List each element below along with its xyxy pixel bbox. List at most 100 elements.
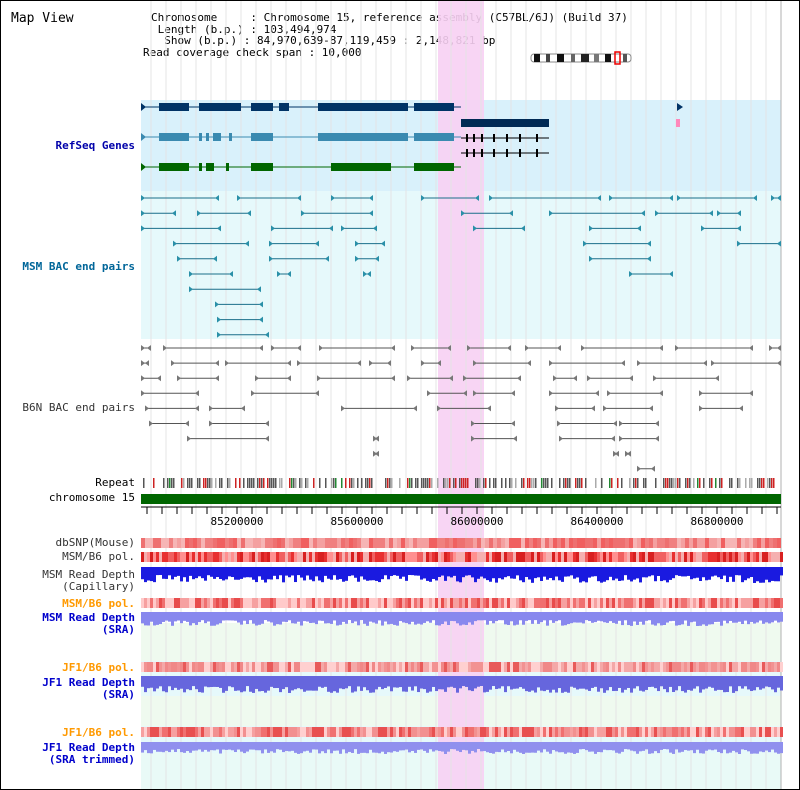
- region-highlight[interactable]: [438, 1, 484, 789]
- bac-end-marker: [703, 360, 707, 367]
- pol-mark: [639, 598, 642, 608]
- depth-bar: [534, 676, 537, 693]
- pol-mark: [426, 598, 429, 608]
- pol-mark: [273, 727, 276, 737]
- repeat-mark: [275, 478, 277, 488]
- pol-mark: [372, 598, 375, 608]
- depth-bar: [522, 676, 525, 689]
- pol-mark: [474, 662, 477, 672]
- refseq-genes-track[interactable]: [141, 103, 683, 171]
- repeat-mark: [737, 478, 739, 488]
- depth-bar: [648, 676, 651, 687]
- b6n-bac-track[interactable]: [141, 345, 781, 472]
- pol-mark: [264, 727, 267, 737]
- repeat-mark: [171, 478, 173, 488]
- pol-mark: [726, 662, 729, 672]
- depth-bar: [720, 742, 723, 754]
- pol-mark: [297, 552, 300, 562]
- pol-mark: [675, 662, 678, 672]
- depth-bar: [153, 742, 156, 750]
- dbsnp-mark: [517, 538, 521, 548]
- bac-end-marker: [269, 255, 273, 262]
- pol-mark: [390, 727, 393, 737]
- depth-bar: [183, 612, 186, 621]
- depth-bar: [759, 742, 762, 752]
- pol-mark: [288, 598, 291, 608]
- depth-bar: [546, 567, 549, 580]
- depth-bar: [708, 676, 711, 687]
- repeat-mark: [429, 478, 431, 488]
- depth-bar: [771, 742, 774, 750]
- repeat-mark: [511, 478, 513, 488]
- pol-mark: [321, 727, 324, 737]
- bac-end-marker: [251, 390, 255, 397]
- jf1-b6-pol-label: JF1/B6 pol.: [62, 661, 135, 674]
- depth-bar: [165, 612, 168, 621]
- depth-bar: [675, 567, 678, 576]
- depth-bar: [195, 612, 198, 625]
- gene-arrow: [141, 103, 146, 111]
- gene-arrow: [677, 103, 683, 111]
- repeat-mark: [667, 478, 669, 488]
- pol-mark: [579, 662, 582, 672]
- pol-mark: [618, 727, 621, 737]
- pol-mark: [519, 598, 522, 608]
- pol-mark: [624, 598, 627, 608]
- depth-bar: [567, 676, 570, 693]
- depth-bar: [555, 612, 558, 622]
- bac-end-marker: [711, 360, 715, 367]
- pol-mark: [273, 598, 276, 608]
- pol-mark: [171, 727, 174, 737]
- pol-mark: [345, 727, 348, 737]
- bac-end-marker: [241, 405, 245, 412]
- depth-bar: [744, 612, 747, 621]
- pol-mark: [147, 598, 150, 608]
- depth-bar: [252, 567, 255, 580]
- dbsnp-mark: [541, 538, 545, 548]
- chromosome-ideogram[interactable]: [530, 51, 632, 65]
- pol-mark: [312, 598, 315, 608]
- pol-mark: [174, 662, 177, 672]
- dbsnp-mark: [213, 538, 217, 548]
- depth-bar: [627, 612, 630, 626]
- bac-end-marker: [471, 420, 475, 427]
- bac-end-marker: [553, 375, 557, 382]
- pol-mark: [753, 727, 756, 737]
- bac-end-marker: [315, 390, 319, 397]
- pol-mark: [345, 552, 348, 562]
- pol-mark: [414, 662, 417, 672]
- pol-mark: [150, 662, 153, 672]
- pol-mark: [522, 552, 525, 562]
- depth-bar: [216, 676, 219, 687]
- msm-bac-track[interactable]: [141, 195, 781, 338]
- pol-mark: [513, 598, 516, 608]
- depth-bar: [768, 567, 771, 583]
- pol-mark: [495, 662, 498, 672]
- bac-end-marker: [149, 420, 153, 427]
- pol-mark: [405, 727, 408, 737]
- pol-mark: [579, 552, 582, 562]
- dbsnp-mark: [265, 538, 269, 548]
- repeat-mark: [501, 478, 503, 488]
- depth-bar: [237, 742, 240, 750]
- dbsnp-mark: [613, 538, 617, 548]
- bac-end-marker: [777, 195, 781, 201]
- depth-bar: [714, 676, 717, 691]
- repeat-mark: [183, 478, 185, 488]
- depth-bar: [510, 612, 513, 622]
- depth-bar: [231, 612, 234, 621]
- bac-end-marker: [427, 390, 431, 397]
- pol-mark: [495, 552, 498, 562]
- depth-bar: [696, 742, 699, 750]
- pol-mark: [402, 552, 405, 562]
- depth-bar: [378, 567, 381, 583]
- depth-bar: [624, 676, 627, 690]
- pol-mark: [213, 662, 216, 672]
- depth-bar: [630, 742, 633, 751]
- depth-bar: [198, 676, 201, 693]
- depth-bar: [162, 676, 165, 692]
- dbsnp-mark: [573, 538, 577, 548]
- pol-mark: [519, 662, 522, 672]
- pol-mark: [666, 598, 669, 608]
